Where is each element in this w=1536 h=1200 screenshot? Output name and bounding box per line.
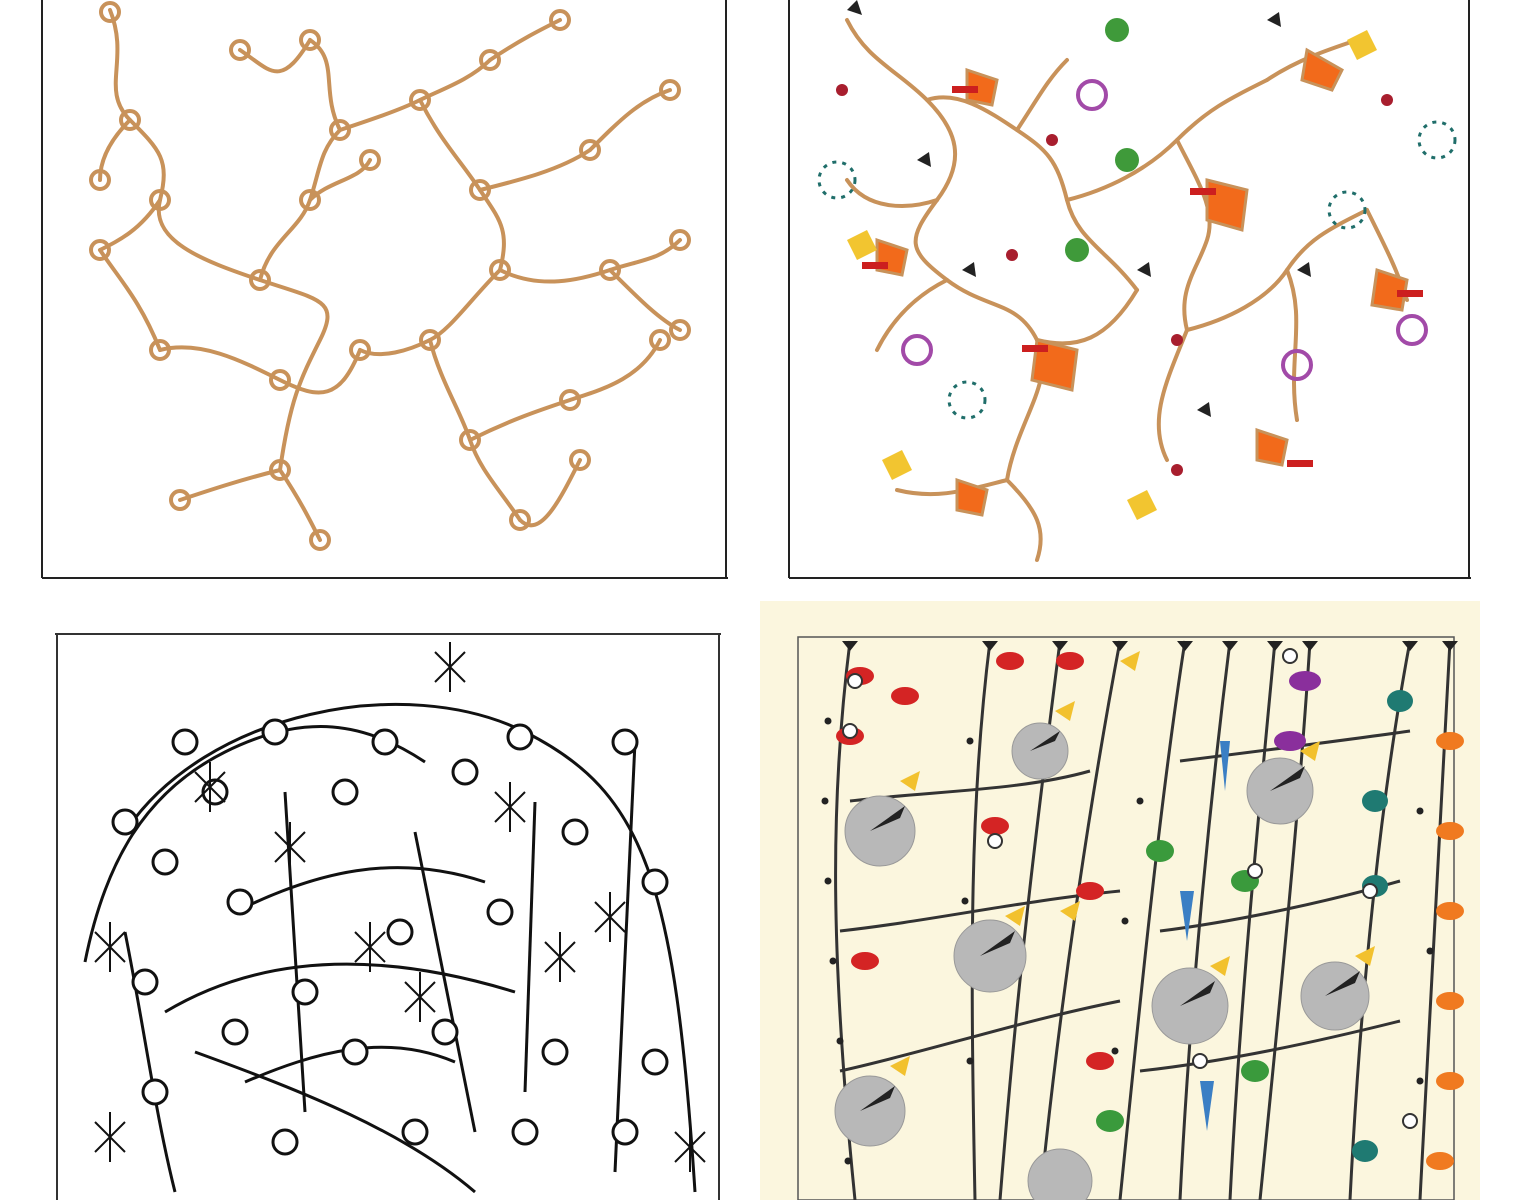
panel-orange-branching-loops	[40, 0, 730, 582]
black-network-drawing	[55, 633, 721, 1200]
panel-black-line-network	[55, 632, 723, 1200]
decorated-loops-drawing	[788, 0, 1471, 579]
bird-strands-drawing	[760, 601, 1480, 1200]
orange-loops-drawing	[41, 0, 728, 579]
panel-decorated-branching-loops	[787, 0, 1473, 582]
panel-colored-bird-strands	[760, 601, 1480, 1200]
